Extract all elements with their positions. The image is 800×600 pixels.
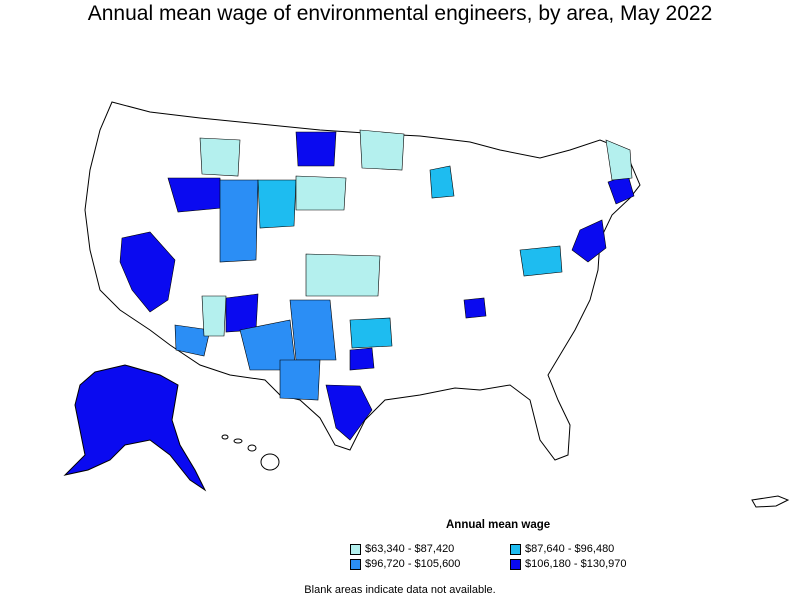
- blank-areas-note: Blank areas indicate data not available.: [304, 584, 496, 596]
- alaska-outline: [63, 364, 207, 492]
- legend-swatch-1: [350, 543, 361, 555]
- legend-label-4: $106,180 - $130,970: [525, 558, 627, 570]
- legend-item-2: $87,640 - $96,480: [510, 543, 670, 555]
- hawaii-islands: [221, 434, 280, 471]
- legend-grid: $63,340 - $87,420 $87,640 - $96,480 $96,…: [350, 543, 670, 570]
- legend-swatch-4: [510, 558, 521, 570]
- legend-label-1: $63,340 - $87,420: [365, 543, 455, 555]
- legend-label-2: $87,640 - $96,480: [525, 543, 615, 555]
- legend: Annual mean wage $63,340 - $87,420 $87,6…: [350, 519, 670, 570]
- legend-item-1: $63,340 - $87,420: [350, 543, 510, 555]
- legend-item-3: $96,720 - $105,600: [350, 558, 510, 570]
- legend-item-4: $106,180 - $130,970: [510, 558, 670, 570]
- legend-swatch-3: [350, 558, 361, 570]
- legend-swatch-2: [510, 543, 521, 555]
- puerto-rico-outline: [751, 495, 790, 508]
- wage-regions: [119, 129, 635, 441]
- legend-title: Annual mean wage: [446, 519, 551, 531]
- legend-label-3: $96,720 - $105,600: [365, 558, 461, 570]
- map-title: Annual mean wage of environmental engine…: [87, 2, 713, 25]
